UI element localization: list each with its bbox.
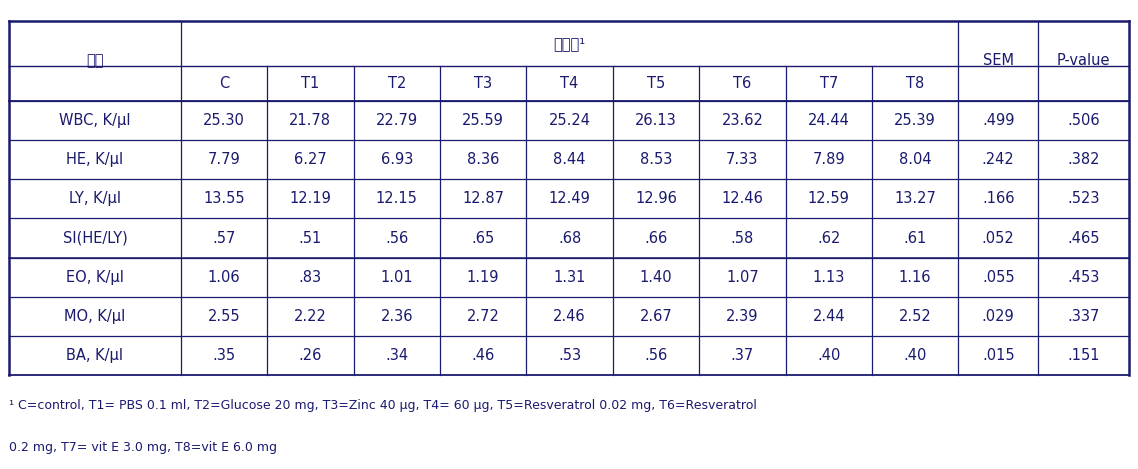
Text: 23.62: 23.62: [721, 113, 764, 128]
Text: .40: .40: [817, 348, 841, 363]
Text: .523: .523: [1067, 191, 1099, 206]
Text: 1.19: 1.19: [467, 270, 500, 285]
Text: .465: .465: [1067, 231, 1099, 245]
Text: .57: .57: [213, 231, 236, 245]
Text: .37: .37: [731, 348, 754, 363]
Text: 25.24: 25.24: [549, 113, 591, 128]
Text: 1.07: 1.07: [726, 270, 759, 285]
Text: SEM: SEM: [983, 53, 1014, 68]
Text: .61: .61: [904, 231, 926, 245]
Text: 13.27: 13.27: [894, 191, 937, 206]
Text: 2.52: 2.52: [899, 309, 932, 324]
Text: 처리구¹: 처리구¹: [553, 36, 586, 51]
Text: T1: T1: [302, 76, 320, 91]
Text: 25.59: 25.59: [462, 113, 504, 128]
Text: 0.2 mg, T7= vit E 3.0 mg, T8=vit E 6.0 mg: 0.2 mg, T7= vit E 3.0 mg, T8=vit E 6.0 m…: [9, 441, 278, 454]
Text: 7.79: 7.79: [207, 152, 240, 167]
Text: 1.16: 1.16: [899, 270, 931, 285]
Text: .015: .015: [982, 348, 1014, 363]
Text: BA, K/μl: BA, K/μl: [66, 348, 123, 363]
Text: 12.46: 12.46: [721, 191, 764, 206]
Text: 1.13: 1.13: [813, 270, 844, 285]
Text: 2.39: 2.39: [726, 309, 759, 324]
Text: .66: .66: [644, 231, 668, 245]
Text: 25.39: 25.39: [894, 113, 935, 128]
Text: .337: .337: [1067, 309, 1099, 324]
Text: .506: .506: [1067, 113, 1099, 128]
Text: 26.13: 26.13: [635, 113, 677, 128]
Text: .382: .382: [1067, 152, 1099, 167]
Text: .53: .53: [558, 348, 582, 363]
Text: WBC, K/μl: WBC, K/μl: [59, 113, 131, 128]
Text: .83: .83: [299, 270, 322, 285]
Text: 8.53: 8.53: [640, 152, 673, 167]
Text: .052: .052: [982, 231, 1015, 245]
Text: .51: .51: [299, 231, 322, 245]
Text: .34: .34: [385, 348, 409, 363]
Text: T4: T4: [560, 76, 579, 91]
Text: 2.46: 2.46: [553, 309, 586, 324]
Text: 24.44: 24.44: [808, 113, 850, 128]
Text: 1.01: 1.01: [380, 270, 413, 285]
Text: 2.55: 2.55: [207, 309, 240, 324]
Text: ¹ C=control, T1= PBS 0.1 ml, T2=Glucose 20 mg, T3=Zinc 40 μg, T4= 60 μg, T5=Resv: ¹ C=control, T1= PBS 0.1 ml, T2=Glucose …: [9, 399, 757, 412]
Text: LY, K/μl: LY, K/μl: [69, 191, 121, 206]
Text: 항목: 항목: [86, 53, 104, 68]
Text: 1.31: 1.31: [553, 270, 586, 285]
Text: 12.96: 12.96: [635, 191, 677, 206]
Text: 2.36: 2.36: [380, 309, 413, 324]
Text: T2: T2: [388, 76, 406, 91]
Text: .68: .68: [558, 231, 582, 245]
Text: SI(HE/LY): SI(HE/LY): [63, 231, 127, 245]
Text: 8.04: 8.04: [899, 152, 931, 167]
Text: .65: .65: [471, 231, 495, 245]
Text: T5: T5: [646, 76, 665, 91]
Text: 1.40: 1.40: [640, 270, 673, 285]
Text: 6.27: 6.27: [294, 152, 327, 167]
Text: 8.44: 8.44: [553, 152, 586, 167]
Text: .151: .151: [1067, 348, 1099, 363]
Text: .62: .62: [817, 231, 841, 245]
Text: 6.93: 6.93: [380, 152, 413, 167]
Text: 8.36: 8.36: [467, 152, 500, 167]
Text: .26: .26: [298, 348, 322, 363]
Text: 12.87: 12.87: [462, 191, 504, 206]
Text: .055: .055: [982, 270, 1014, 285]
Text: HE, K/μl: HE, K/μl: [66, 152, 124, 167]
Text: T8: T8: [906, 76, 924, 91]
Text: 21.78: 21.78: [289, 113, 331, 128]
Text: .46: .46: [471, 348, 495, 363]
Text: T7: T7: [819, 76, 838, 91]
Text: 2.44: 2.44: [813, 309, 846, 324]
Text: EO, K/μl: EO, K/μl: [66, 270, 124, 285]
Text: 2.72: 2.72: [467, 309, 500, 324]
Text: 2.22: 2.22: [294, 309, 327, 324]
Text: .242: .242: [982, 152, 1015, 167]
Text: 2.67: 2.67: [640, 309, 673, 324]
Text: MO, K/μl: MO, K/μl: [65, 309, 125, 324]
Text: .56: .56: [385, 231, 409, 245]
Text: .35: .35: [213, 348, 236, 363]
Text: 12.49: 12.49: [549, 191, 591, 206]
Text: 12.15: 12.15: [376, 191, 418, 206]
Text: C: C: [218, 76, 229, 91]
Text: .56: .56: [644, 348, 668, 363]
Text: 1.06: 1.06: [207, 270, 240, 285]
Text: 13.55: 13.55: [204, 191, 245, 206]
Text: 22.79: 22.79: [376, 113, 418, 128]
Text: 12.59: 12.59: [808, 191, 850, 206]
Text: .029: .029: [982, 309, 1015, 324]
Text: 25.30: 25.30: [203, 113, 245, 128]
Text: 12.19: 12.19: [289, 191, 331, 206]
Text: .40: .40: [904, 348, 926, 363]
Text: 7.33: 7.33: [726, 152, 759, 167]
Text: .453: .453: [1067, 270, 1099, 285]
Text: 7.89: 7.89: [813, 152, 846, 167]
Text: .58: .58: [731, 231, 754, 245]
Text: P-value: P-value: [1057, 53, 1111, 68]
Text: T3: T3: [475, 76, 493, 91]
Text: .499: .499: [982, 113, 1014, 128]
Text: T6: T6: [733, 76, 751, 91]
Text: .166: .166: [982, 191, 1014, 206]
